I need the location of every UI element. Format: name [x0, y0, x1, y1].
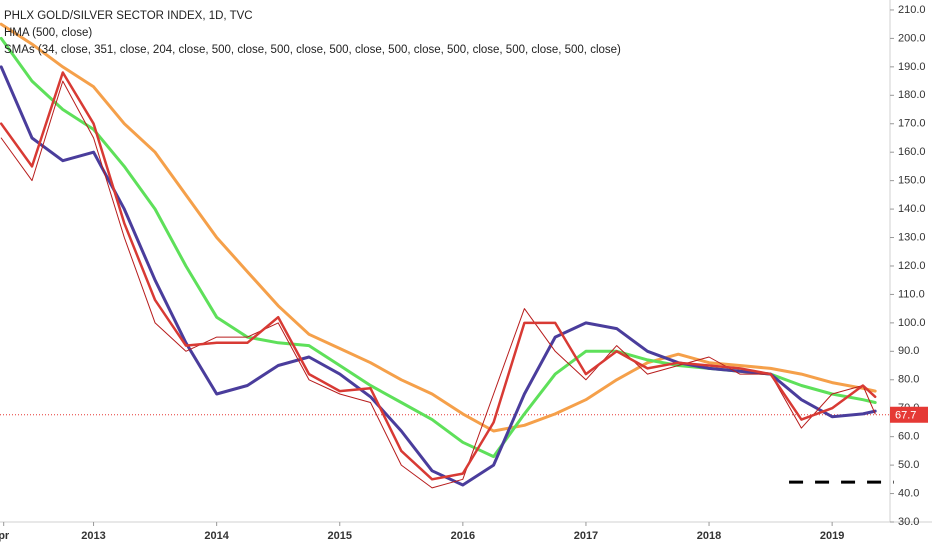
last-price-label: 67.7	[895, 410, 916, 422]
y-tick-label: 180.0	[898, 89, 926, 101]
legend-line: SMAs (34, close, 351, close, 204, close,…	[4, 44, 621, 56]
y-tick-label: 80.0	[898, 374, 919, 386]
y-tick-label: 50.0	[898, 459, 919, 471]
series-line	[0, 71, 877, 481]
y-tick-label: 190.0	[898, 61, 926, 73]
y-tick-label: 90.0	[898, 345, 919, 357]
series-line	[0, 22, 877, 433]
y-tick-label: 60.0	[898, 431, 919, 443]
chart-title: PHLX GOLD/SILVER SECTOR INDEX, 1D, TVC	[4, 10, 253, 22]
series-line	[0, 65, 877, 487]
y-tick-label: 150.0	[898, 175, 926, 187]
x-tick-label: 2013	[81, 530, 105, 542]
y-tick-label: 30.0	[898, 516, 919, 528]
series-line	[0, 36, 877, 459]
x-tick-label: 2018	[697, 530, 721, 542]
x-tick-label: 2016	[451, 530, 475, 542]
y-tick-label: 170.0	[898, 118, 926, 130]
x-tick-label: pr	[0, 530, 10, 542]
y-tick-label: 40.0	[898, 487, 919, 499]
y-tick-label: 140.0	[898, 203, 926, 215]
x-tick-label: 2019	[820, 530, 844, 542]
x-tick-label: 2017	[574, 530, 598, 542]
y-tick-label: 130.0	[898, 231, 926, 243]
y-tick-label: 110.0	[898, 288, 925, 300]
y-tick-label: 120.0	[898, 260, 926, 272]
series-line	[0, 80, 876, 489]
plot	[0, 22, 894, 489]
x-tick-label: 2014	[204, 530, 229, 542]
legend-line: HMA (500, close)	[4, 27, 92, 39]
y-tick-label: 160.0	[898, 146, 926, 158]
y-tick-label: 200.0	[898, 32, 926, 44]
y-tick-label: 210.0	[898, 4, 926, 16]
y-tick-label: 100.0	[898, 317, 926, 329]
last-price-badge	[890, 406, 928, 423]
x-tick-label: 2015	[328, 530, 352, 542]
